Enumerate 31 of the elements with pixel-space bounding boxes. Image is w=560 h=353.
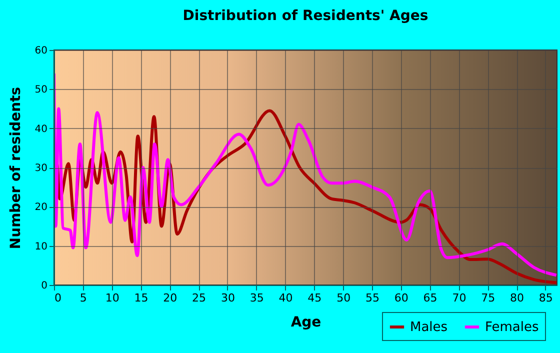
y-tick-label: 60 bbox=[34, 46, 48, 56]
x-tick-label: 65 bbox=[423, 292, 438, 304]
y-axis-title: Number of residents bbox=[8, 86, 24, 250]
x-tick-label: 50 bbox=[336, 292, 351, 304]
x-tick-label: 20 bbox=[163, 292, 178, 304]
x-tick-label: 85 bbox=[538, 292, 553, 304]
x-tick-label: 40 bbox=[278, 292, 293, 304]
x-tick-label: 55 bbox=[365, 292, 380, 304]
y-tick-label: 20 bbox=[34, 202, 48, 214]
y-tick-label: 50 bbox=[34, 84, 48, 96]
x-axis-title: Age bbox=[290, 314, 322, 330]
y-tick-label: 0 bbox=[41, 280, 48, 292]
x-tick-label: 5 bbox=[80, 292, 87, 304]
y-tick-label: 40 bbox=[34, 124, 48, 135]
x-tick-label: 75 bbox=[481, 292, 496, 304]
x-tick-label: 25 bbox=[192, 292, 206, 304]
legend-label: Males bbox=[410, 320, 448, 335]
y-tick-label: 10 bbox=[34, 241, 48, 252]
legend-label: Females bbox=[485, 320, 540, 335]
x-tick-label: 60 bbox=[394, 292, 408, 304]
line-series bbox=[54, 72, 557, 277]
y-tick-label: 30 bbox=[34, 163, 48, 174]
x-tick-label: 70 bbox=[452, 292, 466, 304]
chart-title: Distribution of Residents' Ages bbox=[182, 8, 428, 24]
x-tick-label: 15 bbox=[134, 292, 148, 304]
x-tick-label: 35 bbox=[250, 292, 264, 304]
x-tick-label: 30 bbox=[220, 292, 235, 304]
x-tick-label: 0 bbox=[54, 292, 62, 304]
x-tick-label: 45 bbox=[308, 292, 322, 304]
x-tick-label: 80 bbox=[510, 292, 524, 304]
x-tick-label: 10 bbox=[105, 292, 120, 304]
